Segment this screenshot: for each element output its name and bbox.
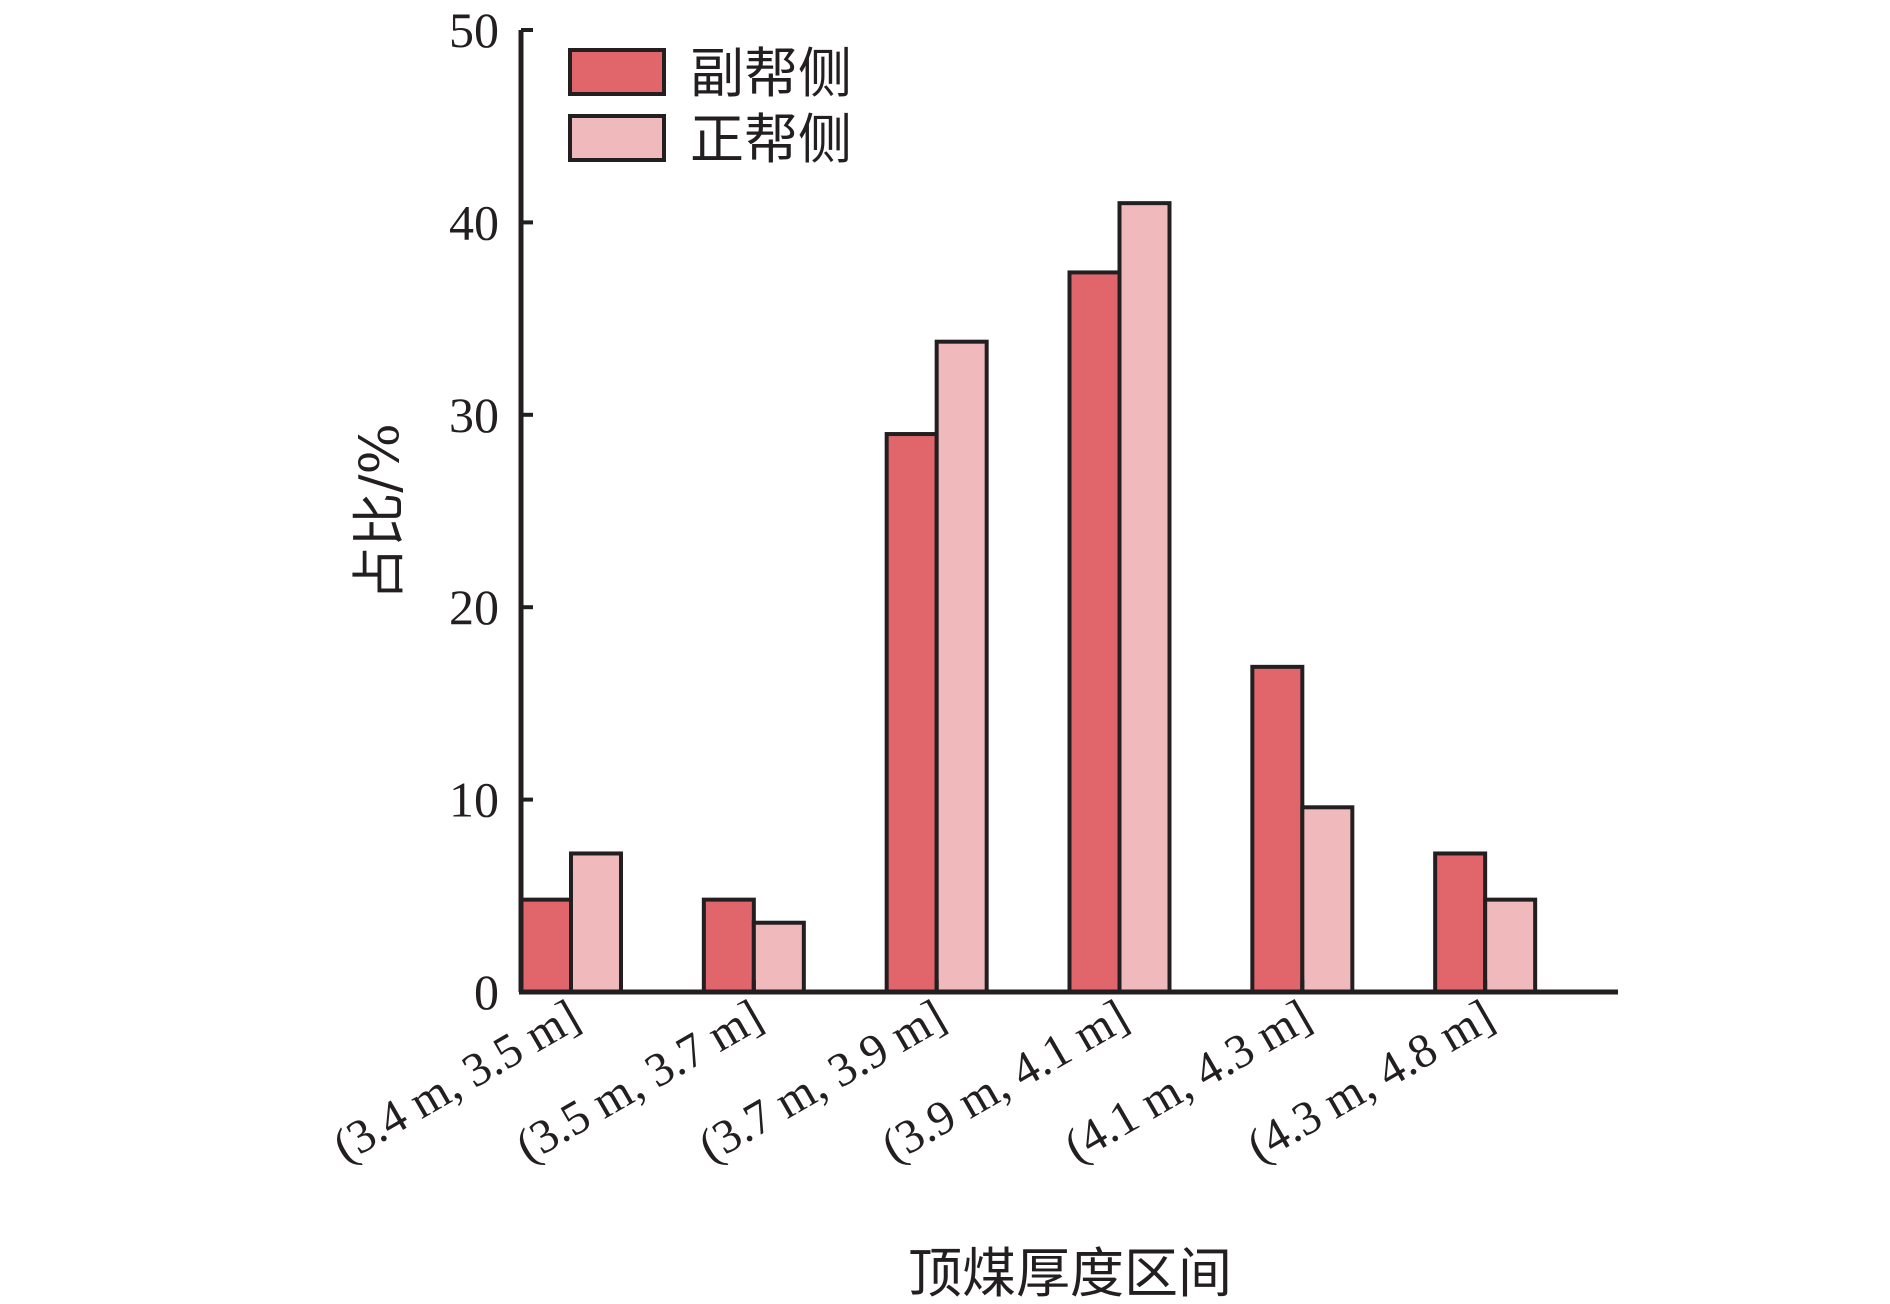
bar-series-2-cat-6: [1483, 897, 1538, 995]
bar-series-1-cat-2: [701, 897, 756, 995]
bar-series-2-cat-2: [751, 920, 806, 995]
axes-group: [518, 30, 1618, 995]
y-tick-label: 0: [474, 964, 499, 1020]
y-tick-label: 30: [449, 387, 499, 443]
bar-series-1-cat-5: [1250, 664, 1305, 994]
bar-series-1-cat-4: [1067, 270, 1122, 994]
bars-group: [519, 201, 1538, 995]
legend-label-series-1: 副帮侧: [690, 42, 852, 105]
x-axis-title: 顶煤厚度区间: [908, 1242, 1232, 1304]
y-tick-label: 40: [449, 194, 499, 250]
bar-series-2-cat-4: [1117, 201, 1172, 995]
y-tick-label: 10: [449, 772, 499, 828]
y-ticks-group: 0 10 20 30 40 50: [449, 2, 533, 1020]
legend-label-series-2: 正帮侧: [690, 108, 852, 171]
legend-swatch-series-1: [568, 48, 666, 96]
y-tick-label: 50: [449, 2, 499, 58]
bar-series-1-cat-3: [884, 432, 939, 995]
bar-series-2-cat-5: [1300, 805, 1355, 995]
y-tick-label: 20: [449, 579, 499, 635]
legend: 副帮侧 正帮侧: [568, 42, 852, 171]
legend-swatch-series-2: [568, 114, 666, 162]
y-axis-title: 占比/%: [348, 423, 411, 601]
bar-series-2-cat-1: [569, 851, 623, 994]
bar-series-1-cat-6: [1433, 851, 1488, 994]
bar-series-1-cat-1: [519, 897, 573, 995]
x-ticks-group: (3.4 m, 3.5 m](3.5 m, 3.7 m](3.7 m, 3.9 …: [324, 980, 1503, 1173]
bar-series-2-cat-3: [934, 339, 989, 994]
